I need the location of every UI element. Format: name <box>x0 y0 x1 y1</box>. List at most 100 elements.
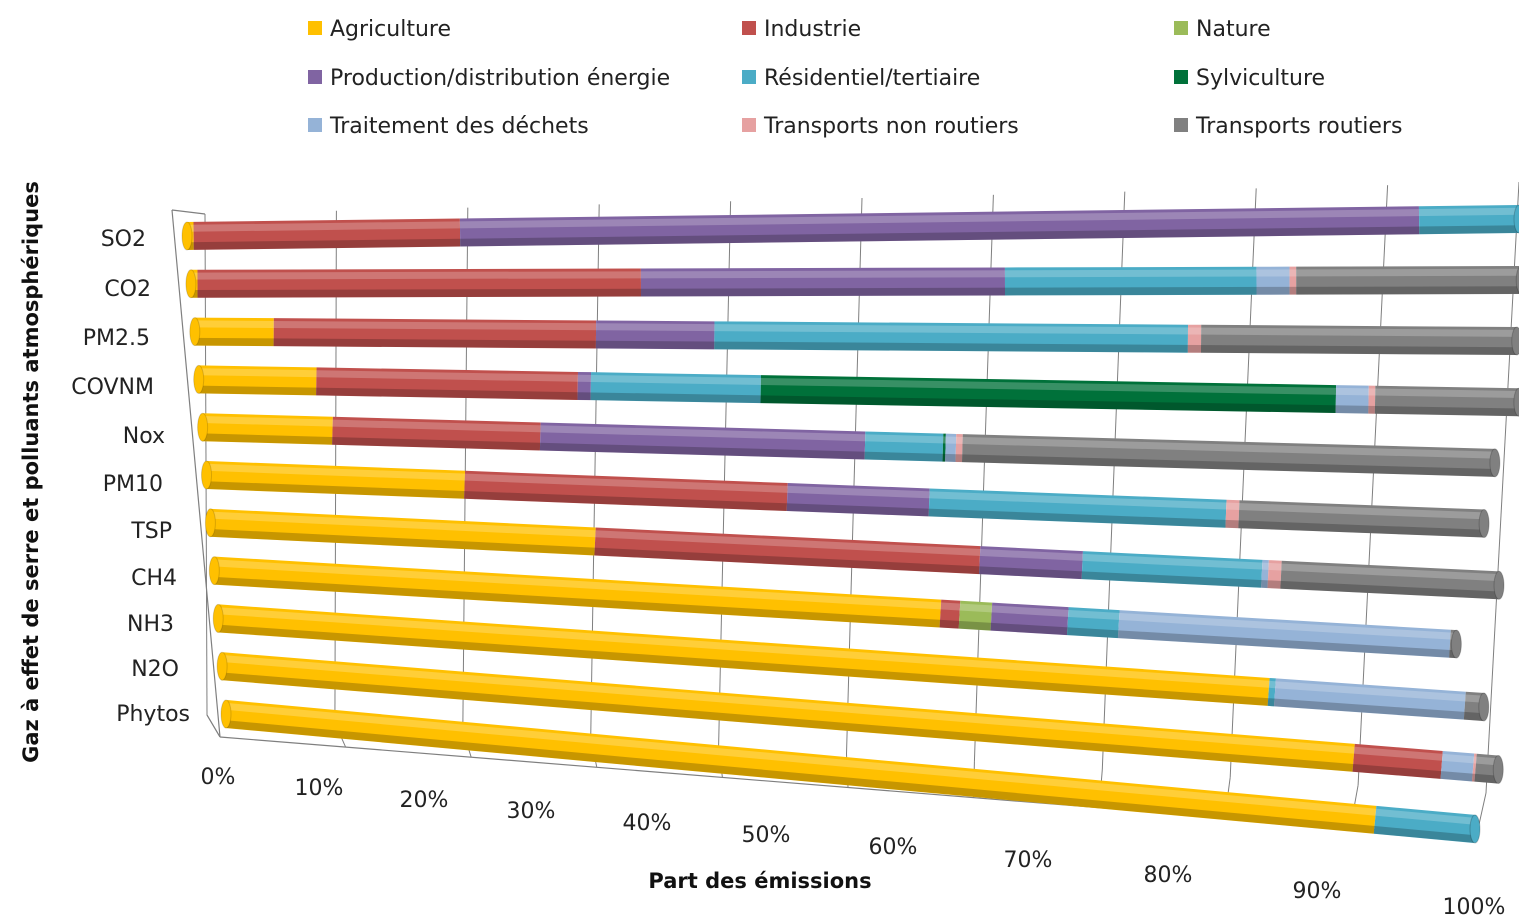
bar-segment-industrie-covnm <box>316 367 579 400</box>
bar-highlight-tsp <box>210 511 1500 582</box>
bar-start-cap-pm2-5 <box>189 317 201 347</box>
x-tick-10: 10% <box>295 776 344 801</box>
x-tick-50: 50% <box>742 823 791 848</box>
bar-row-n2o <box>216 651 1504 785</box>
bar-segment-agriculture-pm2-5 <box>194 317 274 347</box>
bar-segment-residentiel-tertiaire-so2 <box>1418 205 1519 235</box>
bar-row-co2 <box>185 265 1519 299</box>
bar-segment-industrie-tsp <box>594 527 981 575</box>
bar-segment-residentiel-tertiaire-phytos <box>1373 805 1477 843</box>
bar-row-nh3 <box>212 603 1490 722</box>
bar-row-phytos <box>220 699 1481 844</box>
bar-highlight-co2 <box>190 268 1519 280</box>
bar-end-cap-phytos <box>1469 814 1481 844</box>
bar-segment-industrie-nox <box>332 416 541 451</box>
bar-shadow-nh3 <box>217 624 1485 721</box>
legend-swatch-traitement-des-dechets <box>308 118 322 132</box>
bar-row-tsp <box>204 508 1505 600</box>
x-tick-labels: 0% 10% 20% 30% 40% 50% 60% 70% 80% 90% 100% <box>201 765 1506 917</box>
bar-end-cap-co2 <box>1515 266 1519 294</box>
bar-shadow-so2 <box>186 225 1519 250</box>
bar-segment-industrie-pm2-5 <box>273 318 597 349</box>
bar-segment-residentiel-tertiaire-pm2-5 <box>714 321 1189 353</box>
bar-segment-transports-routiers-covnm <box>1374 385 1519 417</box>
bar-end-cap-pm2-5 <box>1511 326 1519 356</box>
bars <box>181 204 1519 844</box>
legend-label-transports-non-routiers: Transports non routiers <box>763 114 1019 139</box>
bar-row-pm10 <box>201 460 1490 539</box>
legend-swatch-residentiel-tertiaire <box>742 70 756 84</box>
legend-swatch-production-distribution-energie <box>308 70 322 84</box>
bar-end-cap-so2 <box>1513 204 1519 234</box>
bar-highlight-pm2-5 <box>194 320 1517 337</box>
bar-highlight-phytos <box>225 702 1476 825</box>
category-label-tsp: TSP <box>130 519 172 544</box>
bar-row-nox <box>197 412 1501 478</box>
bar-end-cap-nh3 <box>1478 692 1490 722</box>
legend-label-traitement-des-dechets: Traitement des déchets <box>329 114 589 139</box>
bar-start-cap-nox <box>197 412 209 442</box>
bar-segment-transports-routiers-pm10 <box>1238 500 1485 538</box>
bar-highlight-nox <box>202 416 1496 459</box>
bar-segment-industrie-ch4 <box>939 599 961 629</box>
bar-segment-industrie-co2 <box>197 268 641 298</box>
bar-shadow-co2 <box>190 286 1519 298</box>
bar-end-cap-pm10 <box>1478 509 1490 539</box>
bar-segment-agriculture-nox <box>202 413 333 445</box>
category-label-ch4: CH4 <box>131 566 177 591</box>
wall-corner <box>171 209 206 215</box>
x-tick-60: 60% <box>869 835 918 860</box>
bar-segment-industrie-so2 <box>193 218 461 250</box>
bar-segment-transports-routiers-tsp <box>1280 560 1500 600</box>
bar-segment-agriculture-covnm <box>198 365 317 396</box>
bar-segment-production-distribution-energie-so2 <box>459 206 1420 247</box>
legend-swatch-transports-non-routiers <box>742 118 756 132</box>
bar-row-covnm <box>193 364 1519 417</box>
bar-segment-industrie-pm10 <box>464 470 788 512</box>
x-tick-40: 40% <box>623 811 672 836</box>
legend-label-agriculture: Agriculture <box>330 17 451 42</box>
x-tick-90: 90% <box>1293 879 1342 904</box>
bar-segment-production-distribution-energie-nox <box>539 422 866 460</box>
bar-segment-residentiel-tertiaire-ch4 <box>1066 607 1120 639</box>
legend-swatch-nature <box>1174 21 1188 35</box>
bar-segment-traitement-des-dechets-covnm <box>1335 385 1369 414</box>
bar-shadow-nox <box>202 433 1496 477</box>
bar-shadow-pm2-5 <box>194 337 1517 355</box>
bar-start-cap-n2o <box>216 651 228 681</box>
legend-swatch-industrie <box>742 21 756 35</box>
bar-segment-sylviculture-covnm <box>760 375 1337 414</box>
bar-shadow-covnm <box>198 385 1519 417</box>
bar-segment-production-distribution-energie-tsp <box>979 546 1083 580</box>
left-wall-edge <box>171 209 221 738</box>
bar-row-so2 <box>181 204 1519 251</box>
bar-segment-agriculture-tsp <box>209 508 596 556</box>
bar-segment-residentiel-tertiaire-nox <box>864 431 944 462</box>
bar-segment-agriculture-nh3 <box>217 604 1270 706</box>
category-label-so2: SO2 <box>101 227 146 252</box>
x-tick-70: 70% <box>1004 848 1053 873</box>
bar-segment-traitement-des-dechets-n2o <box>1440 750 1475 782</box>
bar-highlight-covnm <box>198 368 1519 399</box>
legend: Agriculture Industrie Nature Production/dis… <box>308 17 1402 139</box>
bar-segment-residentiel-tertiaire-covnm <box>590 372 761 404</box>
x-tick-100: 100% <box>1443 895 1506 917</box>
x-axis-title: Part des émissions <box>648 869 871 893</box>
category-labels: SO2 CO2 PM2.5 COVNM Nox PM10 TSP CH4 NH3 N2O Phyto… <box>71 227 190 727</box>
bar-segment-agriculture-ch4 <box>213 556 942 628</box>
bar-end-cap-tsp <box>1493 570 1505 600</box>
category-label-pm10: PM10 <box>103 472 163 497</box>
bar-segment-residentiel-tertiaire-tsp <box>1081 551 1263 588</box>
legend-label-transports-routiers: Transports routiers <box>1195 114 1402 139</box>
bar-segment-agriculture-phytos <box>224 700 1377 834</box>
bar-shadow-ch4 <box>214 576 1457 659</box>
bar-highlight-pm10 <box>206 463 1485 520</box>
category-label-co2: CO2 <box>104 277 151 302</box>
bar-segment-traitement-des-dechets-ch4 <box>1117 610 1451 658</box>
bar-end-cap-nox <box>1489 448 1501 478</box>
x-tick-80: 80% <box>1144 863 1193 888</box>
bar-highlight-nh3 <box>217 607 1485 703</box>
category-label-n2o: N2O <box>131 657 179 682</box>
legend-label-industrie: Industrie <box>764 17 861 42</box>
